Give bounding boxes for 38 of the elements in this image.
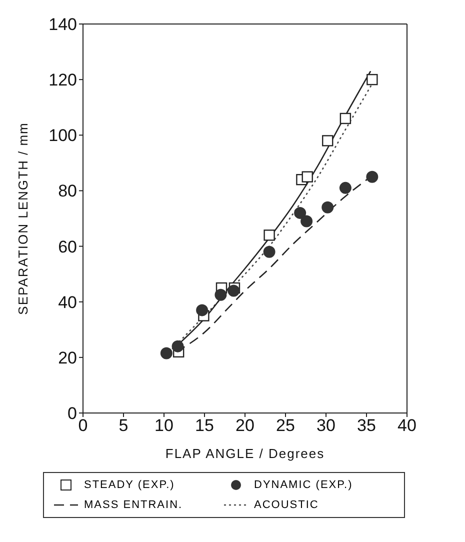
point (196, 304, 208, 316)
y-tick-label: 40 (58, 292, 77, 312)
legend-label: ACOUSTIC (254, 499, 319, 511)
point (322, 201, 334, 214)
point (366, 74, 378, 86)
legend-label: STEADY (EXP.) (84, 479, 175, 491)
x-tick-label: 25 (276, 416, 295, 436)
y-tick-label: 60 (58, 237, 77, 256)
point (366, 170, 378, 183)
point (228, 284, 240, 297)
x-tick-label: 40 (398, 416, 416, 436)
x-axis-title: FLAP ANGLE / Degrees (165, 446, 325, 461)
legend-label: DYNAMIC (EXP.) (254, 479, 353, 491)
point (322, 135, 334, 146)
point (160, 347, 172, 360)
y-tick-label: 80 (58, 182, 77, 201)
point (302, 171, 313, 182)
x-tick-label: 30 (316, 416, 336, 436)
y-tick-label: 140 (48, 15, 77, 34)
point (339, 182, 352, 194)
x-tick-label: 35 (357, 416, 376, 436)
point (340, 112, 352, 124)
y-tick-label: 120 (48, 70, 77, 90)
x-tick-label: 20 (236, 416, 254, 436)
point (300, 215, 313, 228)
point (214, 288, 227, 301)
y-axis-title: SEPARATION LENGTH / mm (16, 122, 31, 315)
y-tick-label: 100 (48, 126, 77, 146)
x-tick-label: 15 (195, 416, 214, 436)
y-tick-label: 20 (58, 348, 77, 368)
legend-label: MASS ENTRAIN. (84, 499, 183, 511)
x-tick-label: 10 (154, 416, 174, 436)
point (294, 206, 306, 219)
point (264, 230, 275, 241)
y-tick-label: 0 (68, 404, 77, 424)
point (263, 246, 276, 258)
point (172, 340, 184, 352)
x-tick-label: 5 (118, 416, 128, 436)
